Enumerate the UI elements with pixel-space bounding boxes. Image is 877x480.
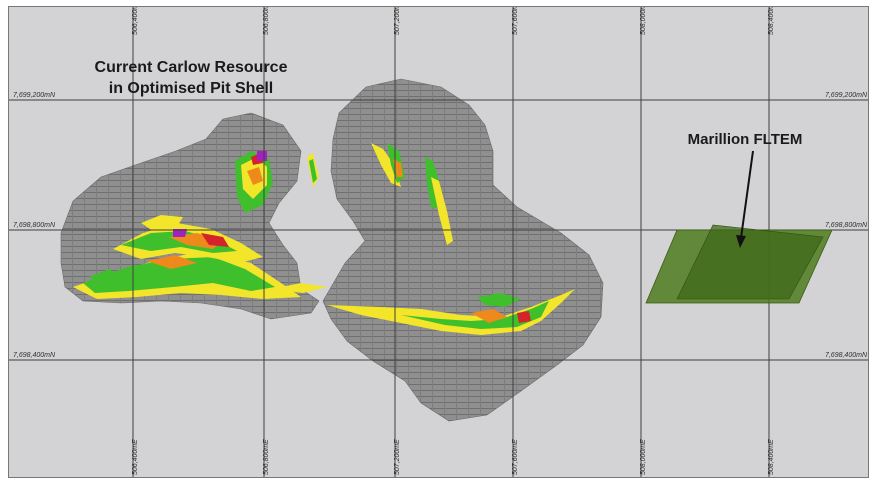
resource-block: [83, 257, 275, 293]
easting-labels-bottom: 506,400mE 506,800mE 507,200mE 507,600mE …: [132, 439, 775, 475]
easting-label: 508,400mE: [768, 439, 775, 475]
resource-block: [271, 283, 327, 293]
resource-block: [201, 233, 229, 247]
easting-label: 506,800mE: [263, 439, 270, 475]
resource-block: [401, 301, 549, 329]
northing-label: 7,699,200mN: [825, 92, 868, 99]
resource-block: [517, 311, 531, 323]
northing-labels-right: 7,699,200mN 7,698,800mN 7,698,400mN: [825, 92, 868, 359]
fltem-label: Marillion FLTEM: [688, 131, 803, 148]
annotation-arrow: [736, 150, 754, 248]
title-line-2: in Optimised Pit Shell: [109, 80, 273, 97]
easting-label: 507,200mE: [394, 7, 401, 35]
resource-block: [309, 159, 317, 183]
pit-shell-east-lobe: [322, 78, 604, 422]
resource-block: [471, 309, 507, 323]
easting-label: 506,400mE: [132, 7, 139, 35]
easting-label: 507,600mE: [512, 439, 519, 475]
map-canvas: 506,400mE 506,800mE 507,200mE 507,600mE …: [9, 7, 868, 477]
easting-label: 508,000mE: [640, 7, 647, 35]
easting-label: 507,200mE: [394, 439, 401, 475]
easting-labels-top: 506,400mE 506,800mE 507,200mE 507,600mE …: [132, 7, 775, 35]
northing-label: 7,698,400mN: [825, 352, 868, 359]
fltem-plate: [645, 224, 833, 304]
resource-block: [141, 215, 183, 231]
map-frame: 506,400mE 506,800mE 507,200mE 507,600mE …: [8, 6, 869, 478]
map-title: Current Carlow Resource in Optimised Pit…: [95, 59, 288, 97]
resource-block: [147, 255, 197, 269]
coordinate-grid: [9, 7, 868, 477]
resource-block: [173, 229, 187, 237]
easting-label: 506,400mE: [132, 439, 139, 475]
fltem-plate-inner: [676, 224, 824, 300]
resource-block: [89, 269, 121, 283]
northing-label: 7,698,400mN: [13, 352, 56, 359]
easting-label: 506,800mE: [263, 7, 270, 35]
resource-blocks: [73, 143, 575, 335]
northing-label: 7,698,800mN: [825, 222, 868, 229]
title-line-1: Current Carlow Resource: [95, 59, 288, 76]
resource-block: [477, 293, 521, 307]
easting-label: 508,400mE: [768, 7, 775, 35]
easting-label: 508,000mE: [640, 439, 647, 475]
northing-label: 7,699,200mN: [13, 92, 56, 99]
northing-label: 7,698,800mN: [13, 222, 56, 229]
easting-label: 507,600mE: [512, 7, 519, 35]
resource-block: [257, 151, 267, 161]
resource-block: [371, 143, 401, 187]
resource-block: [431, 177, 453, 245]
northing-labels-left: 7,699,200mN 7,698,800mN 7,698,400mN: [13, 92, 56, 359]
resource-block: [247, 167, 263, 185]
